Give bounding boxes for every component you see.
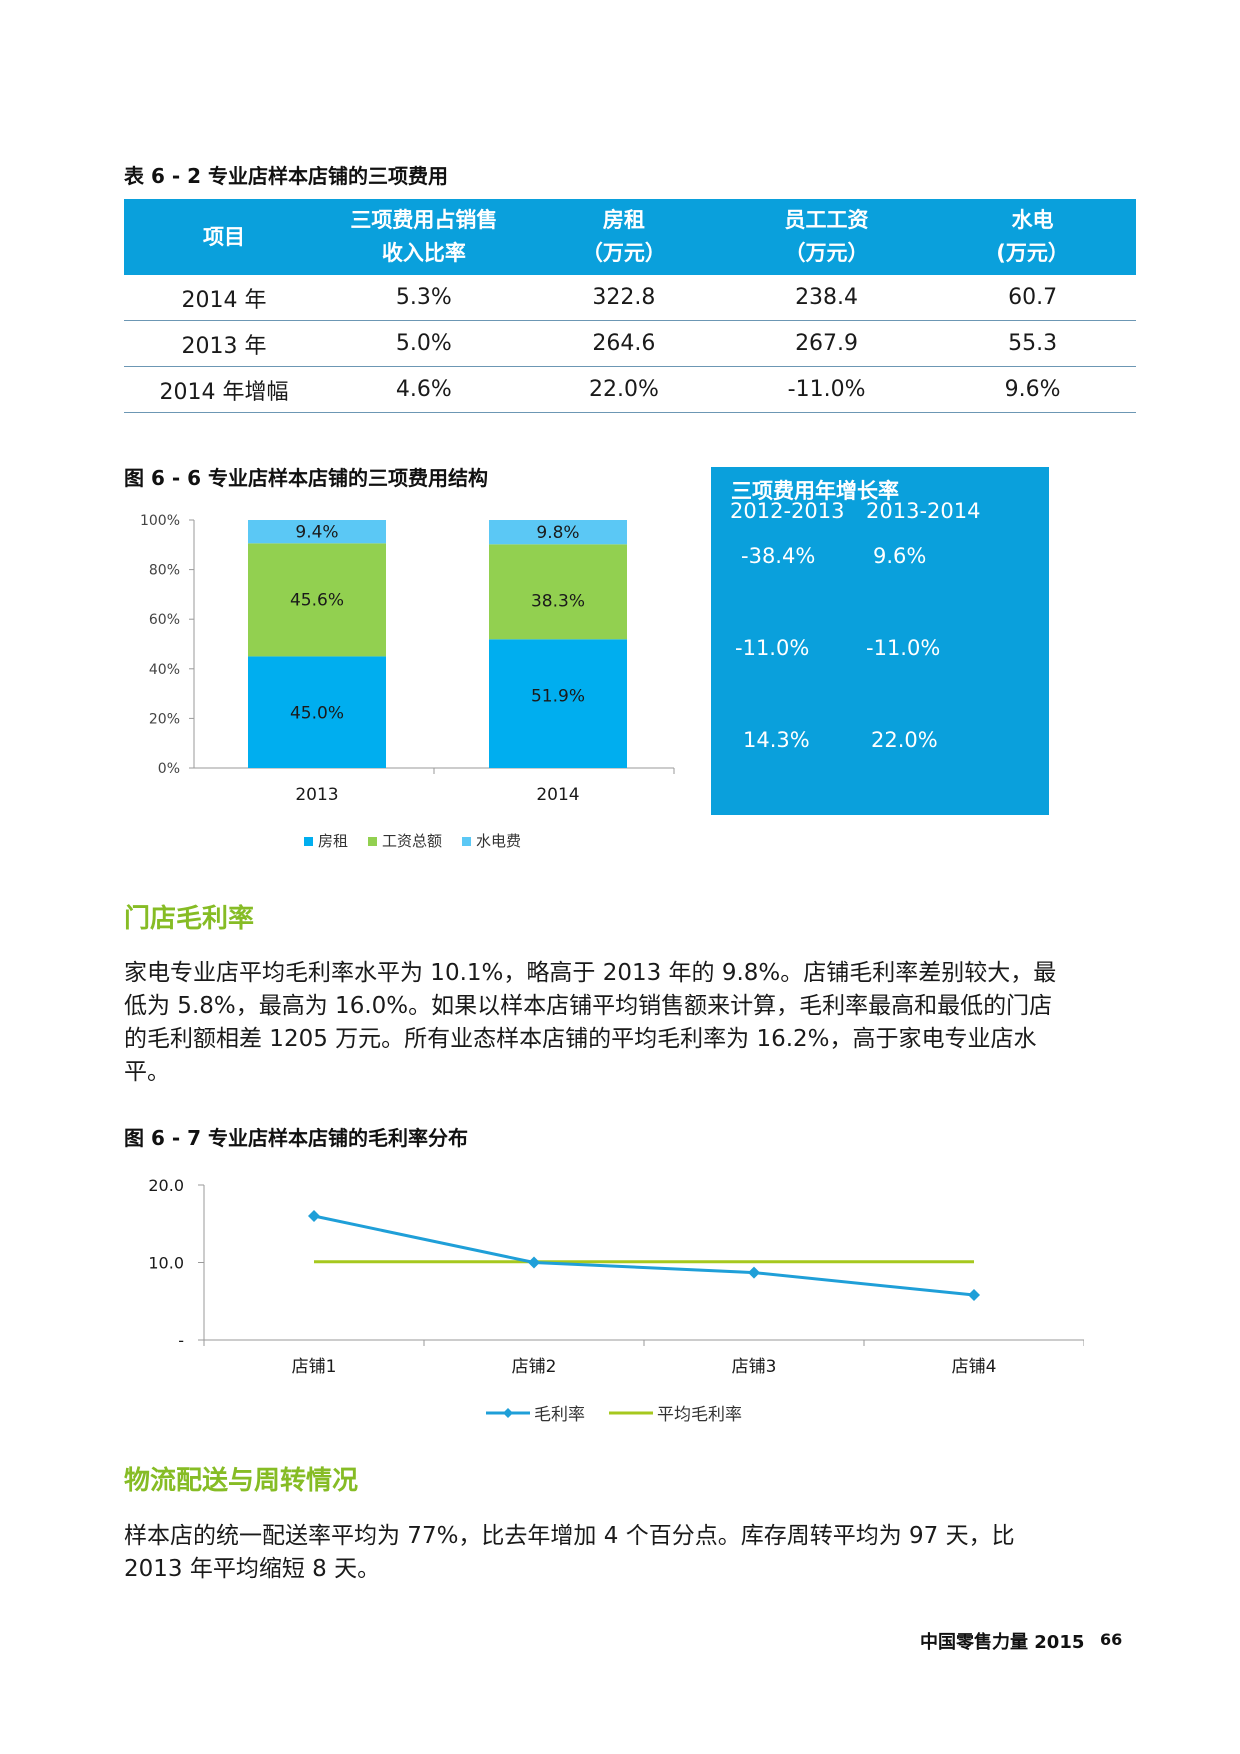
y-tick-label: 60% bbox=[149, 612, 180, 628]
legend-item-avg-margin: 平均毛利率 bbox=[609, 1405, 742, 1425]
data-label: 45.0% bbox=[290, 703, 344, 723]
bar-segment bbox=[489, 520, 627, 545]
table-cell: 22.0% bbox=[523, 366, 724, 413]
growth-value: 9.6% bbox=[873, 544, 927, 568]
x-tick-label: 2014 bbox=[536, 785, 579, 805]
legend-item-margin: 毛利率 bbox=[486, 1400, 585, 1425]
margin-line bbox=[313, 1214, 975, 1297]
growth-value: 14.3% bbox=[743, 728, 810, 752]
y-tick-label: 20% bbox=[149, 711, 180, 727]
growth-rate-box: 三项费用年增长率 2012-2013 2013-2014 -38.4% 9.6%… bbox=[711, 467, 1049, 815]
data-label: 51.9% bbox=[531, 686, 585, 706]
x-tick-label: 店铺2 bbox=[512, 1357, 557, 1377]
legend-item-utility: 水电费 bbox=[462, 830, 521, 851]
y-tick-label: 0% bbox=[158, 761, 180, 777]
bar-segment bbox=[489, 544, 627, 640]
expense-table: 项目 三项费用占销售 收入比率 房租 （万元） 员工工资 （万元） 水电 (万元） 20… bbox=[124, 199, 1136, 413]
table-row: 2014 年增幅 4.6% 22.0% -11.0% 9.6% bbox=[124, 366, 1136, 413]
table-row: 2014 年 5.3% 322.8 238.4 60.7 bbox=[124, 275, 1136, 321]
expense-structure-chart: 0% 20% 40% 60% 80% 100% 45.0% 45.6% 9.4% 2013 51.9… bbox=[140, 513, 675, 805]
growth-col1-header: 2012-2013 bbox=[730, 499, 845, 523]
bar-segment bbox=[248, 520, 386, 544]
table-cell: 238.4 bbox=[723, 275, 930, 321]
growth-value: 22.0% bbox=[871, 728, 938, 752]
growth-col2-header: 2013-2014 bbox=[866, 499, 981, 523]
table-row: 2013 年 5.0% 264.6 267.9 55.3 bbox=[124, 320, 1136, 367]
growth-value: -11.0% bbox=[866, 636, 941, 660]
x-tick-label: 店铺1 bbox=[292, 1357, 337, 1377]
table-cell: 267.9 bbox=[723, 320, 930, 367]
bar-segment bbox=[248, 656, 386, 768]
y-tick-label: 100% bbox=[140, 513, 180, 529]
table-cell: 4.6% bbox=[323, 366, 524, 413]
table-cell: 60.7 bbox=[929, 275, 1136, 321]
table-cell: 5.3% bbox=[323, 275, 524, 321]
legend-item-wage: 工资总额 bbox=[368, 830, 442, 851]
table-cell: 2014 年 bbox=[124, 275, 324, 321]
chart67-legend: 毛利率 平均毛利率 bbox=[486, 1400, 742, 1425]
bar-segment bbox=[489, 639, 627, 768]
chart66-legend: 房租 工资总额 水电费 bbox=[304, 830, 521, 851]
footer-title: 中国零售力量 2015 bbox=[920, 1632, 1085, 1653]
data-label: 9.8% bbox=[536, 523, 579, 543]
table-cell: 5.0% bbox=[323, 320, 524, 367]
x-tick-label: 2013 bbox=[295, 785, 338, 805]
section-title-logistics: 物流配送与周转情况 bbox=[124, 1466, 359, 1496]
y-tick-label: 20.0 bbox=[148, 1176, 184, 1195]
y-tick-label: - bbox=[178, 1331, 184, 1350]
growth-value: -11.0% bbox=[735, 636, 810, 660]
y-tick-label: 40% bbox=[149, 662, 180, 678]
header-cell: 房租 （万元） bbox=[523, 199, 724, 275]
table-cell: -11.0% bbox=[723, 366, 930, 413]
table-cell: 2013 年 bbox=[124, 320, 324, 367]
gross-margin-paragraph: 家电专业店平均毛利率水平为 10.1%，略高于 2013 年的 9.8%。店铺毛… bbox=[124, 960, 1057, 1085]
table-header-row: 项目 三项费用占销售 收入比率 房租 （万元） 员工工资 （万元） 水电 (万元） bbox=[124, 199, 1136, 275]
legend-item-rent: 房租 bbox=[304, 830, 348, 851]
y-tick-label: 10.0 bbox=[148, 1254, 184, 1273]
table-caption: 表 6 - 2 专业店样本店铺的三项费用 bbox=[124, 164, 448, 188]
section-title-gross-margin: 门店毛利率 bbox=[124, 904, 255, 934]
page-number: 66 bbox=[1100, 1630, 1123, 1649]
x-tick-label: 店铺4 bbox=[952, 1357, 997, 1377]
table-cell: 55.3 bbox=[929, 320, 1136, 367]
header-cell: 员工工资 （万元） bbox=[723, 199, 930, 275]
table-cell: 264.6 bbox=[523, 320, 724, 367]
growth-title: 三项费用年增长率 bbox=[731, 479, 899, 503]
table-cell: 2014 年增幅 bbox=[124, 366, 324, 413]
data-label: 38.3% bbox=[531, 591, 585, 611]
bar-segment bbox=[248, 543, 386, 657]
header-cell: 三项费用占销售 收入比率 bbox=[323, 199, 524, 275]
margin-point bbox=[748, 1266, 760, 1279]
table-cell: 9.6% bbox=[929, 366, 1136, 413]
data-label: 45.6% bbox=[290, 590, 344, 610]
margin-point bbox=[968, 1289, 980, 1302]
table-cell: 322.8 bbox=[523, 275, 724, 321]
y-tick-label: 80% bbox=[149, 563, 180, 579]
gross-margin-line-chart: - 10.0 20.0 店铺1 店铺2 店铺3 店铺4 bbox=[148, 1176, 1084, 1377]
margin-point bbox=[308, 1210, 320, 1222]
header-cell: 项目 bbox=[124, 199, 324, 275]
growth-value: -38.4% bbox=[741, 544, 816, 568]
x-tick-label: 店铺3 bbox=[732, 1357, 777, 1377]
chart67-caption: 图 6 - 7 专业店样本店铺的毛利率分布 bbox=[124, 1126, 468, 1150]
chart66-caption: 图 6 - 6 专业店样本店铺的三项费用结构 bbox=[124, 466, 488, 490]
margin-point bbox=[528, 1256, 540, 1269]
data-label: 9.4% bbox=[295, 523, 338, 543]
logistics-paragraph: 样本店的统一配送率平均为 77%，比去年增加 4 个百分点。库存周转平均为 97… bbox=[124, 1523, 1015, 1582]
header-cell: 水电 (万元） bbox=[929, 199, 1136, 275]
